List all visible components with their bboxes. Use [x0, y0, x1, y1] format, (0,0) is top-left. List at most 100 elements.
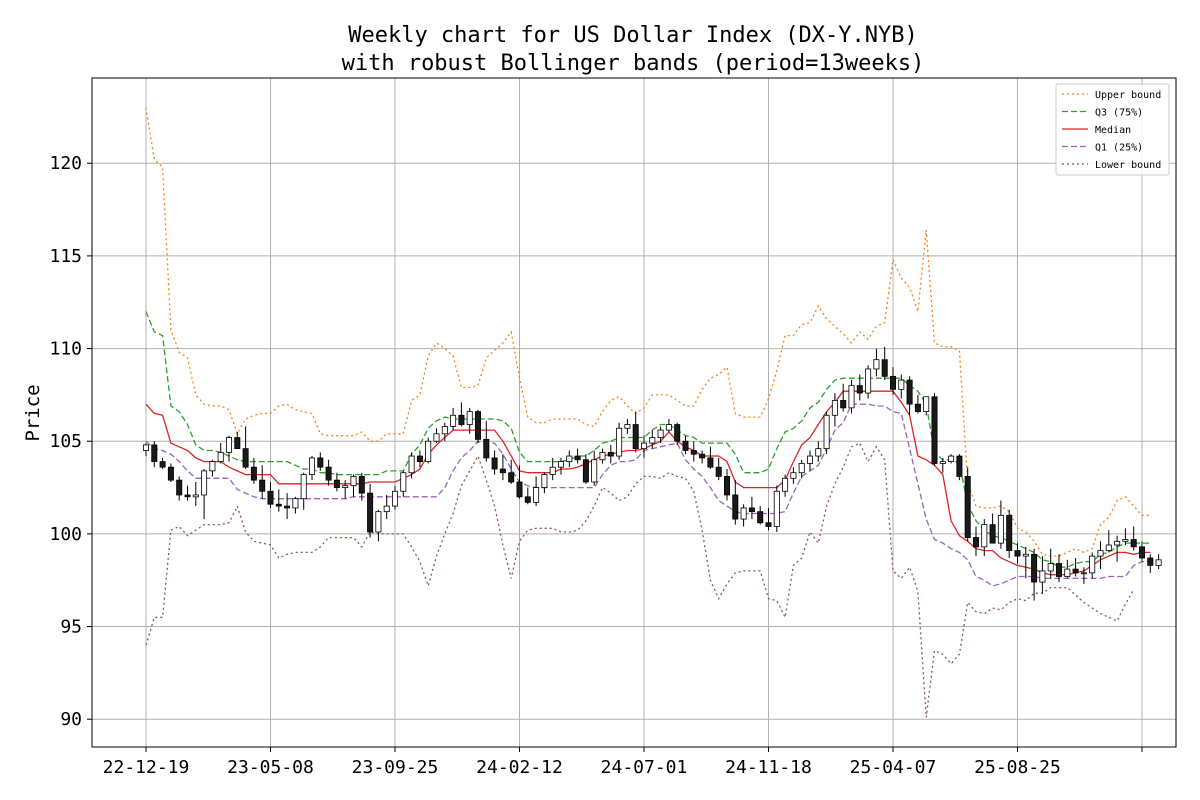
candle-body-up [391, 490, 398, 507]
candle-body-down [284, 505, 291, 509]
candle-body-down [582, 459, 589, 483]
candle-body-up [591, 459, 598, 483]
candle-body-down [748, 507, 755, 513]
candle-body-down [184, 494, 191, 498]
candle-body-up [1114, 540, 1121, 546]
candle-body-down [964, 476, 971, 538]
series-line-q1-25 [145, 403, 1151, 587]
candle-body-up [782, 477, 789, 492]
candle-body-up [533, 487, 540, 503]
legend-box [1055, 83, 1170, 176]
candle-body-down [973, 537, 980, 548]
candle-body-up [450, 414, 457, 427]
candle-body-up [1064, 568, 1071, 577]
legend-label: Lower bound [1095, 160, 1161, 171]
y-axis-ticks: 90 95 100 105 110 115 120 [49, 153, 92, 730]
candle-body-down [242, 448, 249, 468]
candle-body-down [707, 457, 714, 468]
grid [92, 78, 1176, 747]
candle-body-down [516, 481, 523, 498]
series-line-median [145, 390, 1151, 576]
series-line-upper-bound [145, 107, 1151, 557]
y-tick-label: 105 [49, 431, 82, 452]
candle-body-up [192, 494, 199, 498]
candle-body-up [948, 455, 955, 463]
y-tick-label: 90 [60, 709, 82, 730]
candle-body-up [201, 470, 208, 496]
x-tick-label: 25-08-25 [974, 757, 1061, 778]
candle-body-up [558, 461, 565, 468]
candle-body-down [856, 385, 863, 394]
candle-body-up [292, 498, 299, 509]
candle-body-up [848, 385, 855, 409]
candle-body-down [757, 511, 764, 524]
candle-body-up [541, 474, 548, 488]
candle-body-down [358, 476, 365, 494]
candle-body-up [400, 472, 407, 492]
candle-body-down [890, 375, 897, 390]
candle-body-up [300, 474, 307, 500]
x-tick-label: 24-02-12 [476, 757, 563, 778]
candle-body-up [1080, 572, 1087, 575]
x-tick-label: 24-11-18 [725, 757, 812, 778]
candle-body-up [616, 427, 623, 457]
candle-body-up [375, 511, 382, 533]
candle-body-down [881, 359, 888, 377]
candle-body-up [209, 461, 216, 472]
candle-body-up [997, 514, 1004, 544]
candle-body-down [483, 438, 490, 459]
candle-body-down [275, 503, 282, 507]
candle-body-up [865, 368, 872, 394]
legend-label: Median [1095, 125, 1131, 136]
candle-body-up [466, 411, 473, 425]
candle-body-up [1105, 544, 1112, 551]
candle-body-up [549, 466, 556, 475]
candle-body-down [906, 379, 913, 405]
candle-body-up [649, 437, 656, 444]
candle-body-up [1047, 563, 1054, 572]
candlesticks [142, 346, 1162, 601]
candle-body-up [1022, 553, 1029, 557]
y-tick-label: 115 [49, 246, 82, 267]
candle-body-up [740, 507, 747, 520]
candle-body-up [408, 455, 415, 474]
candle-body-up [657, 429, 664, 438]
candle-body-up [815, 448, 822, 457]
candle-body-down [956, 455, 963, 477]
candle-body-up [217, 451, 224, 463]
candle-body-down [989, 524, 996, 544]
candle-body-up [807, 455, 814, 464]
candle-body-up [441, 425, 448, 435]
x-axis-ticks: 22-12-19 23-05-08 23-09-25 24-02-12 24-07-01… [103, 747, 1143, 778]
candle-body-up [1155, 559, 1162, 566]
candle-body-down [333, 479, 340, 488]
candle-body-up [142, 444, 149, 451]
y-tick-label: 95 [60, 617, 82, 638]
candle-body-down [732, 494, 739, 520]
candle-body-down [632, 424, 639, 450]
candle-body-up [433, 433, 440, 442]
candle-body-up [225, 437, 232, 453]
chart-title-line-1: Weekly chart for US Dollar Index (DX-Y.N… [348, 23, 918, 48]
candle-body-up [1122, 539, 1129, 542]
candle-body-up [1089, 555, 1096, 574]
candle-body-down [690, 450, 697, 455]
candle-body-down [234, 437, 241, 450]
candle-body-up [981, 524, 988, 548]
x-tick-label: 24-07-01 [601, 757, 688, 778]
candle-body-up [798, 463, 805, 474]
plot-frame [91, 77, 1177, 748]
candle-body-up [599, 451, 606, 461]
candle-body-down [176, 479, 183, 496]
candle-body-up [383, 505, 390, 513]
candle-body-down [1031, 553, 1038, 583]
y-tick-label: 100 [49, 524, 82, 545]
candle-body-down [499, 468, 506, 474]
candle-body-down [1147, 557, 1154, 566]
candle-body-down [914, 403, 921, 412]
candle-body-up [898, 379, 905, 390]
candle-body-up [641, 442, 648, 450]
candle-body-down [267, 490, 274, 505]
candle-body-up [923, 396, 930, 412]
